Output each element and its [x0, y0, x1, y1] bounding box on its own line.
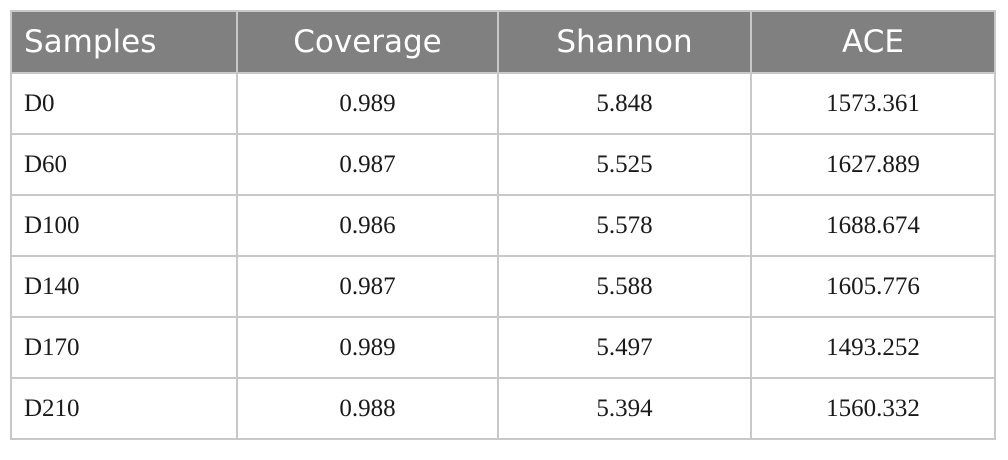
header-row: Samples Coverage Shannon ACE: [10, 10, 996, 74]
cell-ace: 1605.776: [750, 255, 996, 318]
table-row: D100 0.986 5.578 1688.674: [10, 194, 996, 257]
cell-ace: 1627.889: [750, 133, 996, 196]
column-header-samples: Samples: [10, 10, 238, 74]
cell-coverage: 0.987: [236, 255, 499, 318]
cell-coverage: 0.987: [236, 133, 499, 196]
cell-sample: D60: [10, 133, 238, 196]
cell-shannon: 5.578: [497, 194, 752, 257]
table-container: Samples Coverage Shannon ACE D0 0.989 5.…: [10, 10, 996, 440]
cell-shannon: 5.497: [497, 316, 752, 379]
table-row: D170 0.989 5.497 1493.252: [10, 316, 996, 379]
column-header-ace: ACE: [750, 10, 996, 74]
data-table: Samples Coverage Shannon ACE D0 0.989 5.…: [10, 10, 996, 440]
cell-sample: D170: [10, 316, 238, 379]
table-row: D210 0.988 5.394 1560.332: [10, 377, 996, 440]
table-row: D140 0.987 5.588 1605.776: [10, 255, 996, 318]
cell-coverage: 0.989: [236, 72, 499, 135]
cell-coverage: 0.986: [236, 194, 499, 257]
cell-sample: D140: [10, 255, 238, 318]
cell-shannon: 5.588: [497, 255, 752, 318]
cell-sample: D100: [10, 194, 238, 257]
cell-shannon: 5.525: [497, 133, 752, 196]
cell-ace: 1560.332: [750, 377, 996, 440]
column-header-shannon: Shannon: [497, 10, 752, 74]
cell-ace: 1573.361: [750, 72, 996, 135]
cell-shannon: 5.394: [497, 377, 752, 440]
column-header-coverage: Coverage: [236, 10, 499, 74]
cell-sample: D210: [10, 377, 238, 440]
table-row: D0 0.989 5.848 1573.361: [10, 72, 996, 135]
cell-sample: D0: [10, 72, 238, 135]
table-row: D60 0.987 5.525 1627.889: [10, 133, 996, 196]
cell-coverage: 0.988: [236, 377, 499, 440]
cell-coverage: 0.989: [236, 316, 499, 379]
cell-shannon: 5.848: [497, 72, 752, 135]
cell-ace: 1688.674: [750, 194, 996, 257]
cell-ace: 1493.252: [750, 316, 996, 379]
